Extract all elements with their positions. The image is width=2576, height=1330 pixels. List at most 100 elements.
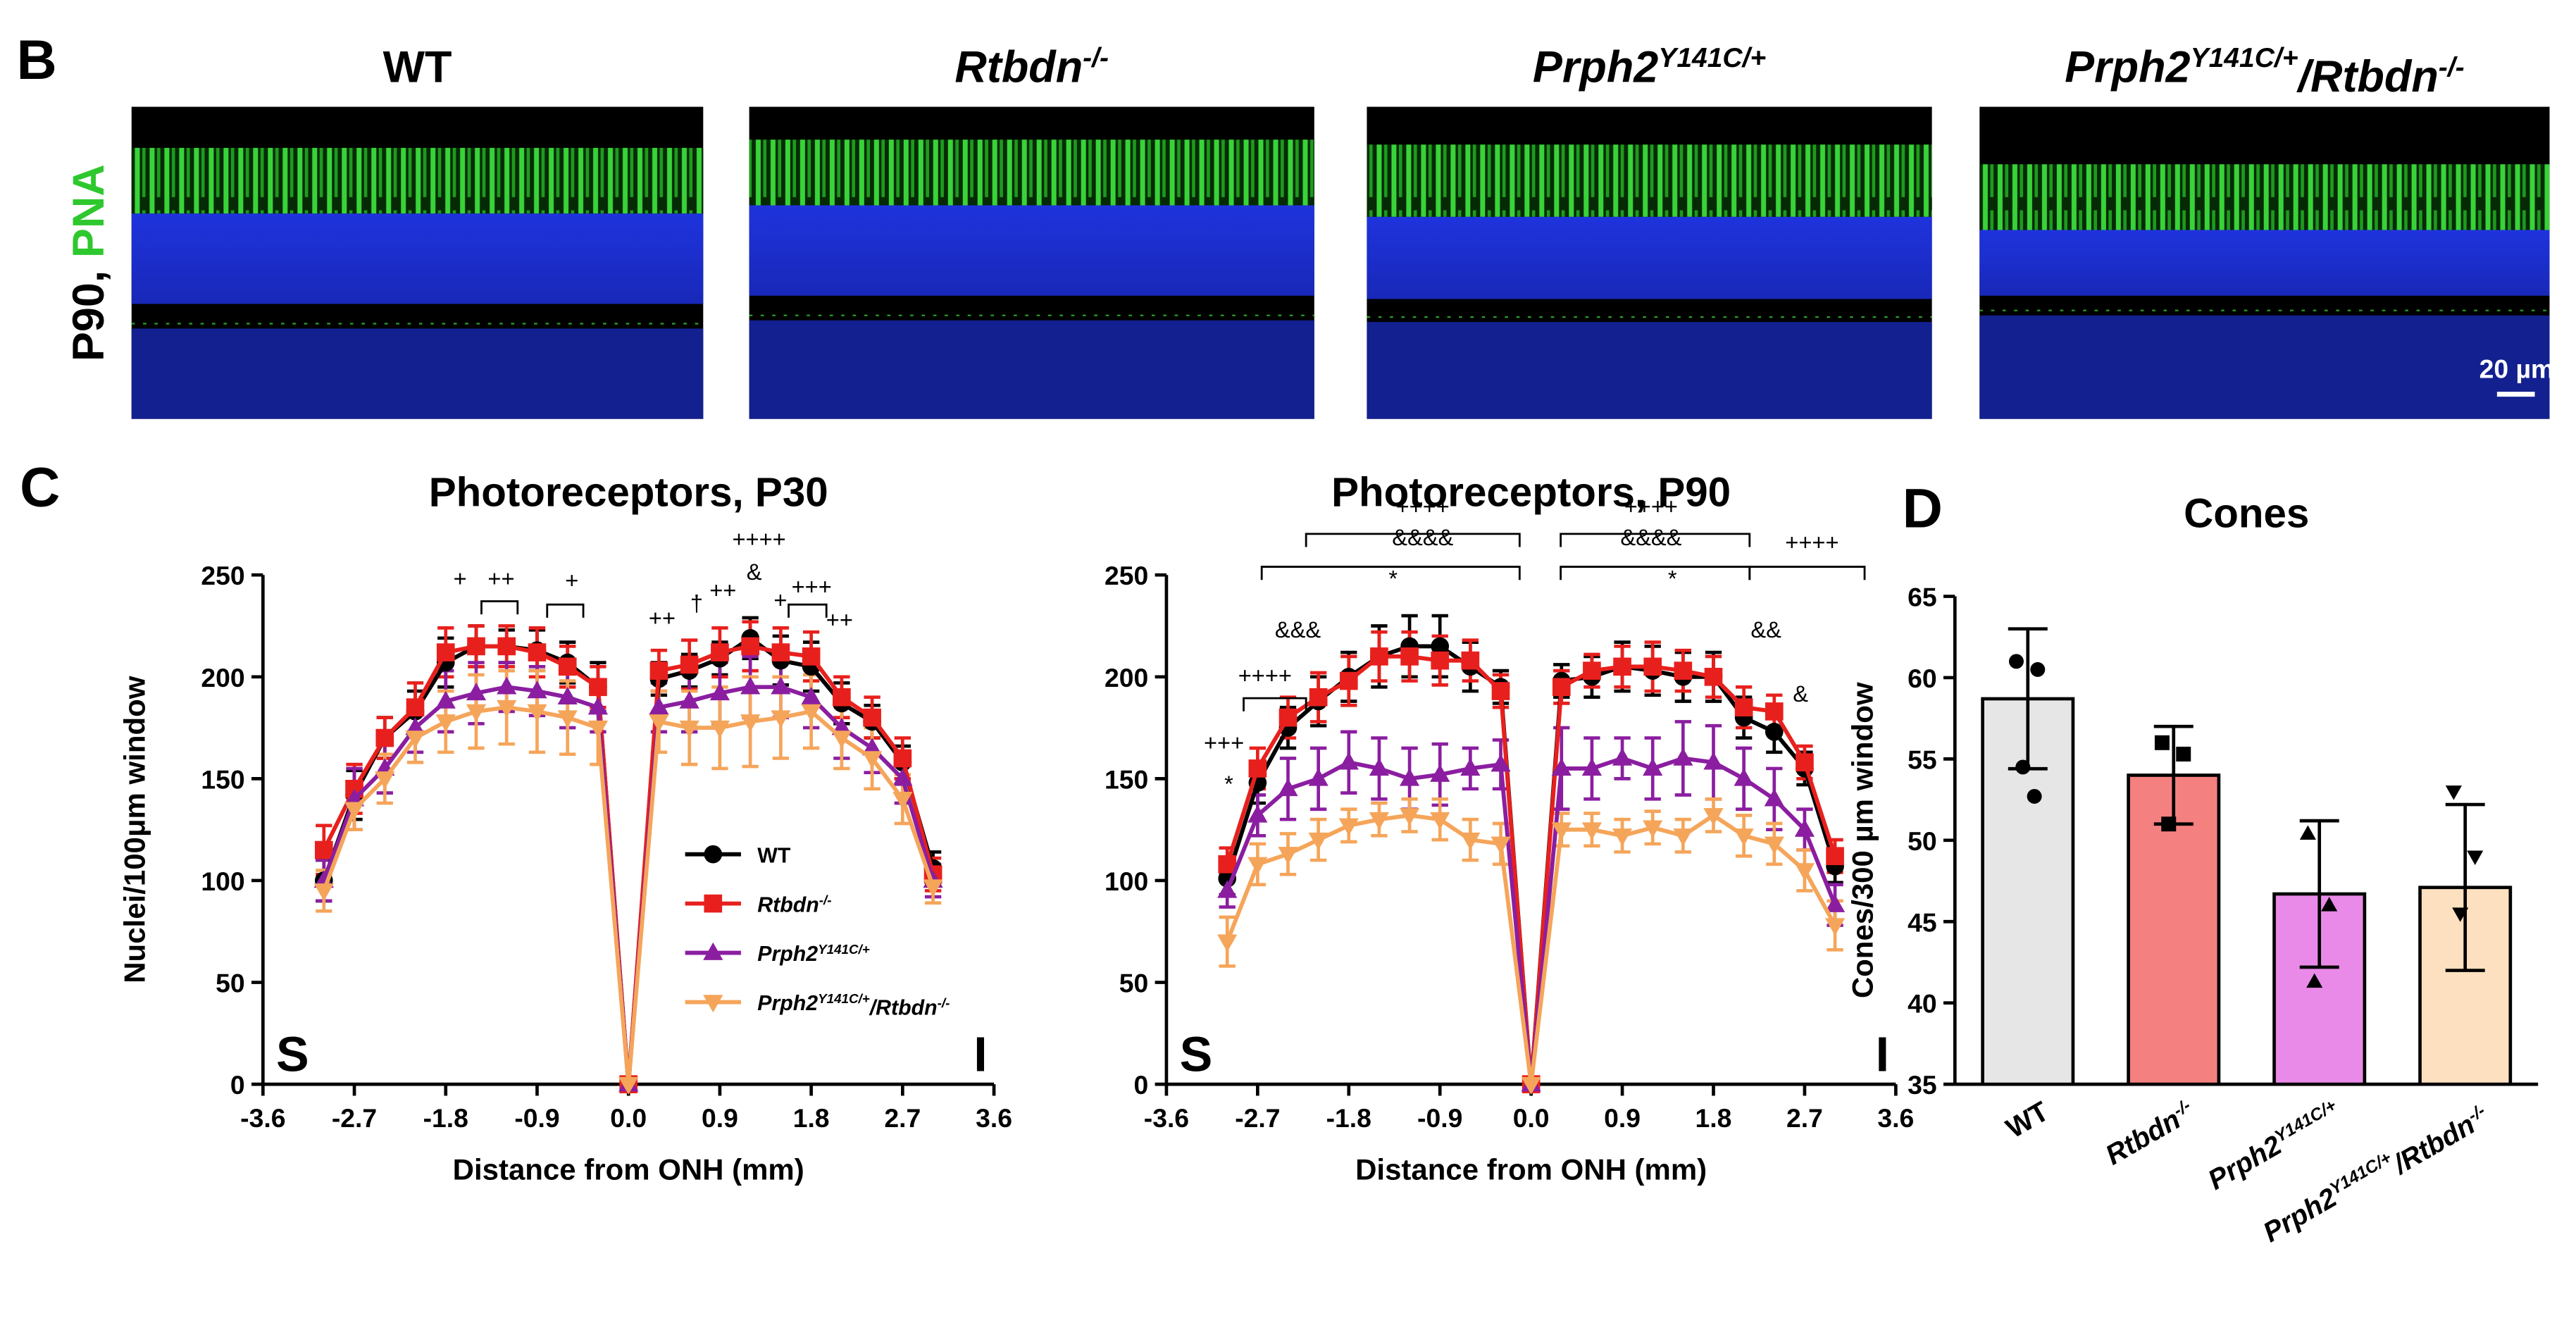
text-part: Rtbdn (757, 893, 819, 916)
marker (1612, 747, 1633, 766)
inl-nuclei (1979, 315, 2550, 419)
marker (314, 840, 333, 859)
inl-nuclei (131, 328, 704, 419)
significance-bracket (1305, 533, 1521, 547)
significance-bracket (1748, 566, 1866, 580)
marker (313, 883, 334, 902)
marker (497, 700, 517, 718)
marker (1217, 880, 1238, 898)
marker (1431, 651, 1450, 670)
marker (1308, 768, 1329, 786)
marker (1461, 651, 1480, 670)
marker (1581, 758, 1603, 776)
marker (1491, 754, 1511, 772)
x-tick-label: 2.7 (1786, 1103, 1823, 1133)
inl-nuclei (1367, 322, 1932, 419)
marker (892, 792, 913, 810)
marker (1491, 836, 1511, 854)
marker (893, 749, 912, 768)
significance-mark: ++ (709, 577, 736, 603)
pna-stain (749, 139, 1314, 206)
marker (703, 942, 723, 960)
marker (497, 676, 517, 695)
marker (1218, 855, 1237, 874)
legend-label: Prph2Y141C/+ (757, 942, 870, 966)
y-tick-label: 60 (1908, 664, 1937, 693)
marker (1794, 819, 1815, 837)
marker (1704, 667, 1723, 686)
marker (831, 717, 852, 735)
marker (1247, 857, 1268, 875)
marker (1734, 698, 1753, 716)
y-tick-label: 50 (1119, 969, 1149, 998)
significance-mark: +++ (1204, 730, 1244, 756)
marker (527, 704, 547, 722)
marker (497, 637, 516, 656)
marker (771, 643, 790, 661)
marker (2154, 735, 2170, 750)
marker (2030, 661, 2046, 677)
marker (1794, 863, 1815, 881)
x-tick-label: 0.9 (702, 1103, 738, 1133)
marker (1826, 847, 1844, 866)
y-tick-label: 55 (1908, 745, 1937, 774)
text-part: -/- (938, 995, 950, 1010)
marker (2452, 907, 2469, 922)
marker (1309, 688, 1328, 707)
significance-mark: + (565, 567, 578, 593)
y-tick-label: 50 (1908, 826, 1937, 856)
image-title: Rtbdn-/- (954, 43, 1109, 92)
x-axis-label: Distance from ONH (mm) (1355, 1152, 1707, 1186)
marker (1370, 647, 1388, 666)
text-part: Y141C/+ (818, 991, 870, 1006)
text-part: Prph2 (1533, 43, 1658, 92)
marker (1247, 804, 1268, 823)
marker (466, 683, 487, 701)
x-tick-label: 3.6 (1877, 1103, 1914, 1133)
significance-bracket (1260, 566, 1521, 580)
marker (1460, 832, 1481, 850)
text-part: Rtbdn (954, 43, 1083, 92)
marker (771, 676, 791, 695)
marker (1764, 788, 1784, 807)
marker (1338, 818, 1359, 836)
marker (923, 879, 943, 897)
marker (1824, 918, 1846, 936)
marker (2015, 759, 2031, 775)
marker (2467, 850, 2484, 865)
marker (466, 704, 487, 722)
marker (405, 731, 425, 749)
marker (587, 720, 609, 738)
y-tick-label: 40 (1908, 989, 1937, 1019)
panel-label: C (20, 455, 60, 518)
corner-label: I (973, 1026, 987, 1081)
marker (1552, 678, 1571, 697)
corner-label: S (1180, 1026, 1213, 1081)
y-tick-label: 250 (1105, 561, 1148, 590)
text-part: WT (757, 844, 791, 867)
x-tick-label: -2.7 (332, 1103, 377, 1133)
marker (862, 738, 883, 756)
marker (1581, 822, 1603, 840)
text-part: Prph2 (757, 992, 818, 1015)
marker (1824, 894, 1846, 912)
significance-mark: + (773, 587, 787, 613)
y-tick-label: 200 (1105, 663, 1148, 692)
marker (405, 717, 425, 735)
marker (313, 870, 334, 888)
y-tick-label: 0 (230, 1070, 245, 1100)
text-part: WT (383, 43, 452, 92)
marker (467, 637, 485, 656)
y-tick-label: 150 (201, 764, 244, 794)
y-axis-label: Cones/300 µm window (1846, 682, 1879, 998)
x-tick-label: 0.0 (1513, 1103, 1550, 1133)
x-tick-label: 1.8 (1695, 1103, 1732, 1133)
marker (1674, 661, 1693, 680)
marker (649, 714, 669, 733)
marker (1399, 808, 1420, 826)
x-tick-label: 2.7 (884, 1103, 921, 1133)
marker (558, 657, 577, 676)
significance-mark: &&&& (1392, 524, 1453, 550)
onl-nuclei (1367, 216, 1932, 299)
significance-mark: & (1793, 680, 1808, 707)
